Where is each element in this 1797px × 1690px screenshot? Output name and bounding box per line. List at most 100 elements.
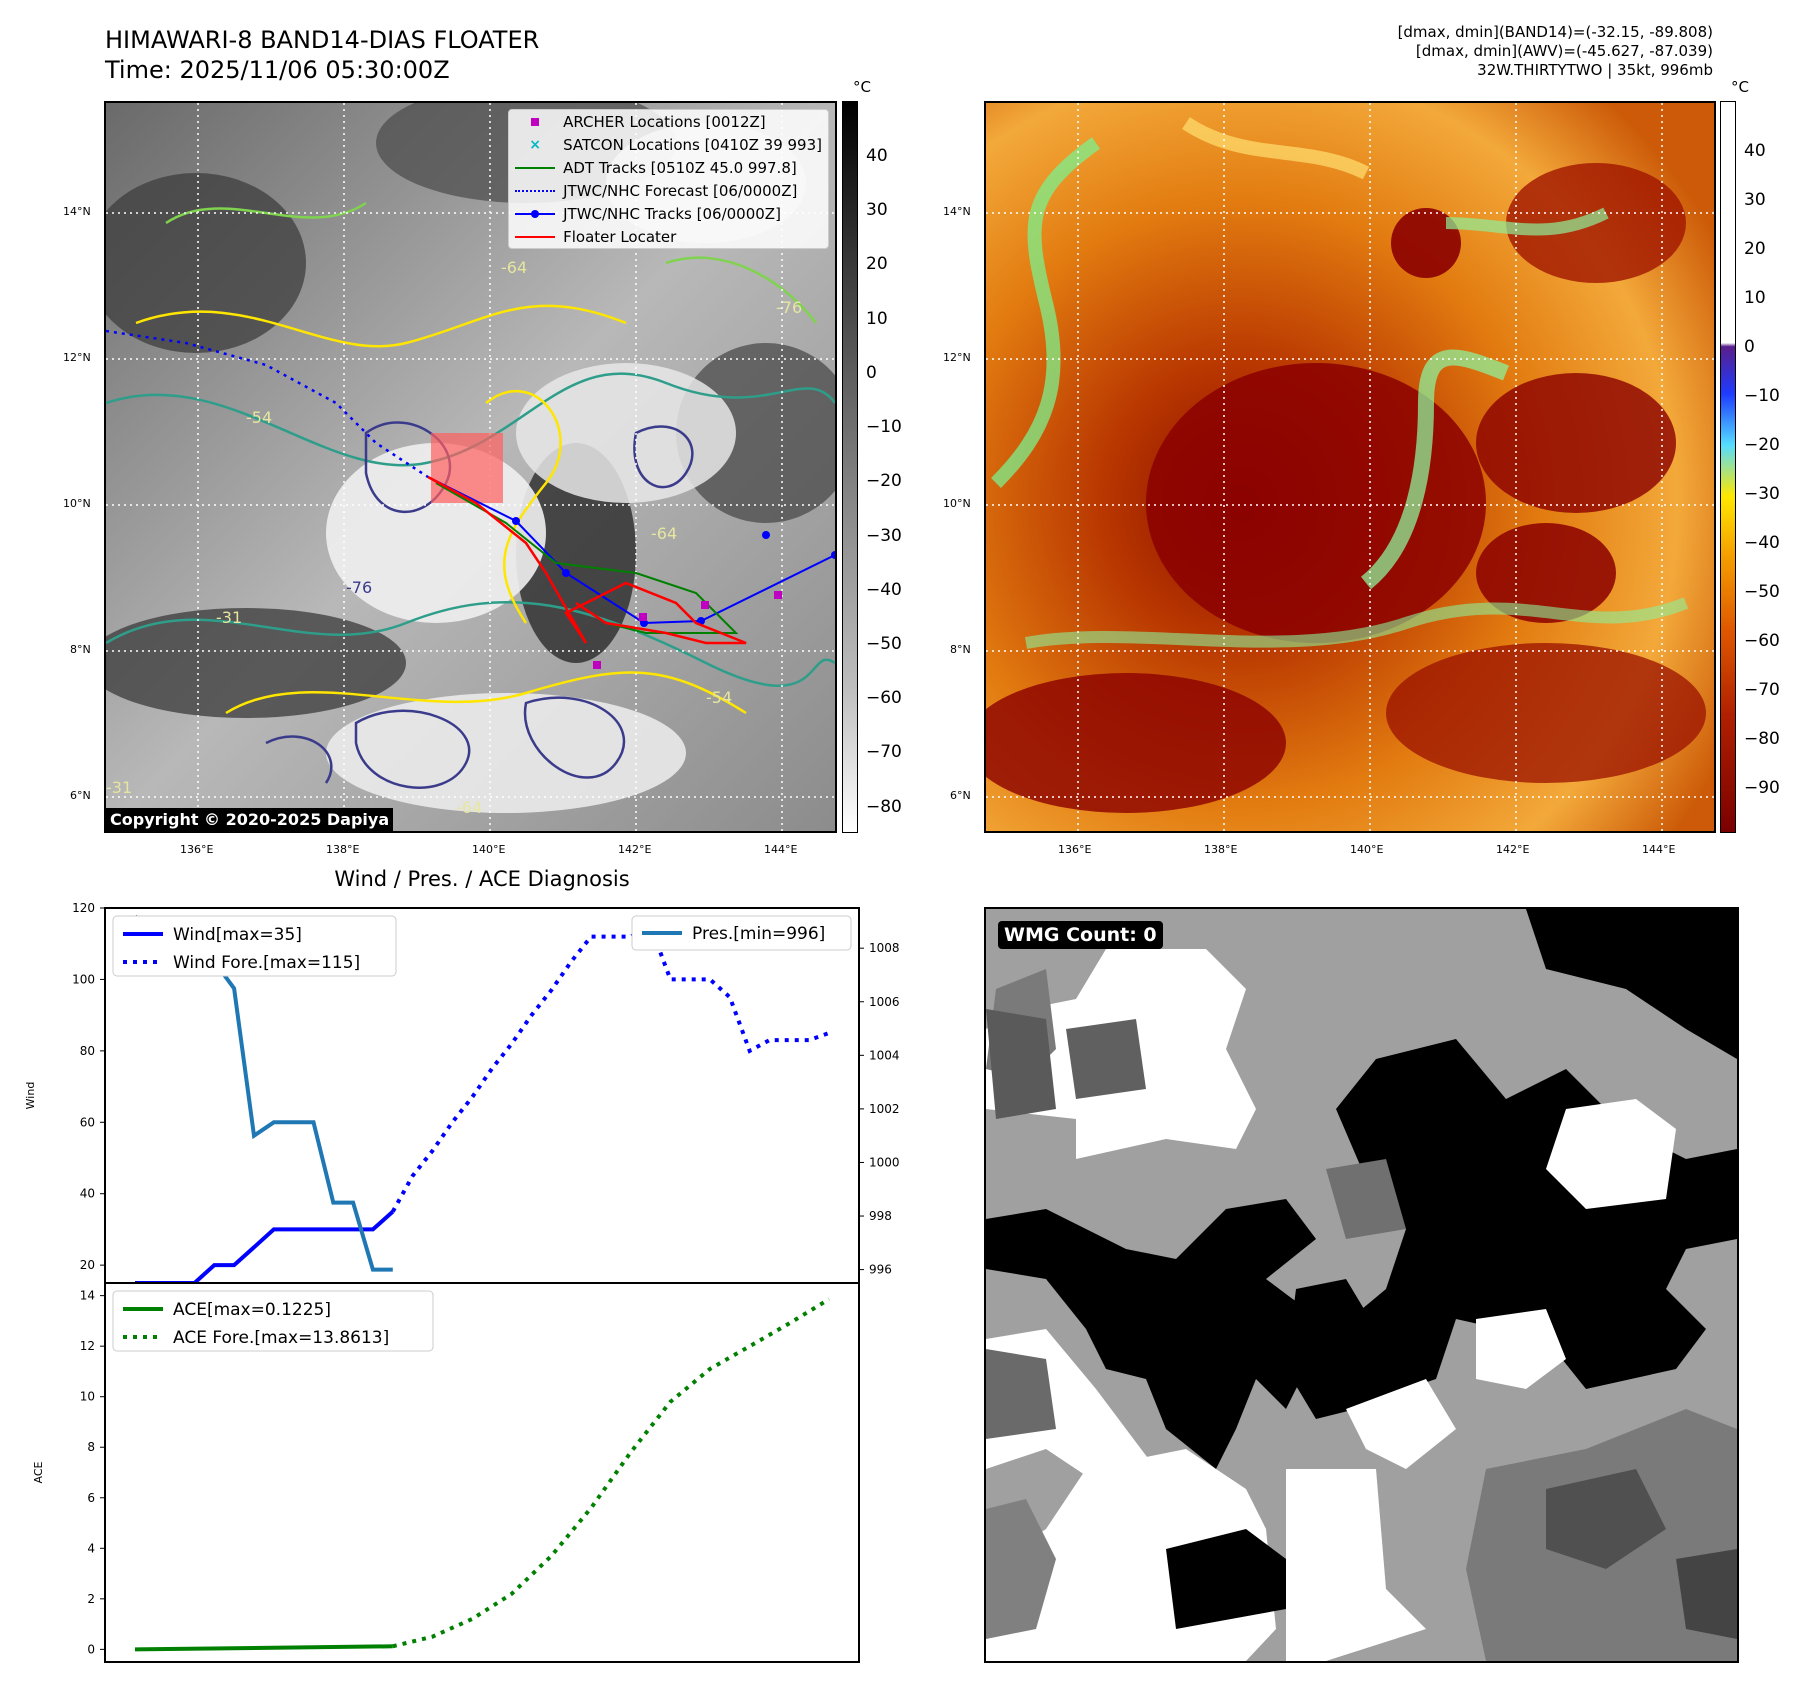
lat-label: 12°N	[63, 351, 91, 364]
legend-label: ADT Tracks [0510Z 45.0 997.8]	[563, 158, 797, 177]
cbar-tick: 20	[1744, 239, 1766, 259]
y-tick-label: 40	[80, 1187, 95, 1201]
cbar-tick: −70	[1744, 680, 1780, 700]
contour-label: -64	[501, 258, 527, 277]
awv-map-panel	[984, 101, 1716, 833]
cbar-tick: −90	[1744, 778, 1780, 798]
legend-box	[631, 915, 852, 951]
floater-box	[431, 433, 503, 503]
y-tick-label: 2	[87, 1592, 95, 1606]
ace-legend: ACE[max=0.1225] ACE Fore.[max=13.8613]	[112, 1290, 434, 1352]
cbar-tick: −30	[866, 526, 902, 546]
jtwc-track	[427, 476, 835, 625]
awv-colorbar	[1720, 101, 1736, 833]
lat-label: 14°N	[63, 205, 91, 218]
cbar-tick: −20	[866, 471, 902, 491]
y2-tick-label: 1004	[869, 1048, 900, 1062]
legend-label: JTWC/NHC Tracks [06/0000Z]	[563, 204, 781, 223]
wmg-image	[986, 909, 1737, 1661]
line-icon	[515, 230, 556, 244]
legend-label: Wind[max=35]	[173, 925, 302, 945]
contour-label: -31	[216, 608, 242, 627]
info-awv: [dmax, dmin](AWV)=(-45.627, -87.039)	[1415, 42, 1713, 60]
y-axis-label: ACE	[32, 1461, 45, 1483]
series-line	[392, 1297, 831, 1649]
ir-map-panel: -64 -76 -54 -64 -76 -31 -54 -64 -31 ARCH…	[104, 101, 837, 833]
legend-label: Wind Fore.[max=115]	[173, 953, 360, 973]
lon-label: 136°E	[180, 843, 214, 856]
contour-label: -76	[776, 298, 802, 317]
y2-tick-label: 1002	[869, 1102, 900, 1116]
legend-item: ARCHER Locations [0012Z]	[509, 110, 828, 133]
contour-label: -31	[106, 778, 132, 797]
dotted-line-icon	[515, 184, 556, 198]
y2-tick-label: 1006	[869, 995, 900, 1009]
lon-label: 140°E	[472, 843, 506, 856]
lat-label: 10°N	[63, 497, 91, 510]
legend-box	[112, 1290, 434, 1352]
cbar-tick: 10	[866, 309, 888, 329]
awv-colorbar-unit: °C	[1731, 78, 1749, 96]
diagnosis-title: Wind / Pres. / ACE Diagnosis	[334, 867, 629, 891]
lon-label: 144°E	[764, 843, 798, 856]
cbar-tick: 20	[866, 254, 888, 274]
lon-label: 138°E	[1204, 843, 1238, 856]
y-tick-label: 6	[87, 1491, 95, 1505]
archer-markers	[593, 591, 782, 669]
wind-pressure-chart: 120 100 80 60 40 20 1008 1006 1004 1002 1000 998 996…	[24, 901, 900, 1285]
y-tick-label: 80	[80, 1044, 95, 1058]
chart-title: HIMAWARI-8 BAND14-DIAS FLOATER	[105, 26, 540, 54]
legend-label: ACE[max=0.1225]	[173, 1300, 331, 1320]
cbar-tick: 40	[866, 146, 888, 166]
legend-item: JTWC/NHC Forecast [06/0000Z]	[509, 179, 828, 202]
legend-item: Floater Locater	[509, 225, 828, 248]
contour-label: -64	[456, 798, 482, 817]
cbar-tick: 40	[1744, 141, 1766, 161]
legend-label: Pres.[min=996]	[692, 924, 825, 944]
y-tick-label: 10	[80, 1390, 95, 1404]
legend-item: × SATCON Locations [0410Z 39 993]	[509, 133, 828, 156]
cbar-tick: −80	[1744, 729, 1780, 749]
cbar-tick: 0	[866, 363, 877, 383]
copyright-badge: Copyright © 2020-2025 Dapiya	[106, 808, 394, 831]
y-tick-label: 60	[80, 1115, 95, 1129]
y-tick-label: 4	[87, 1541, 95, 1555]
legend-label: JTWC/NHC Forecast [06/0000Z]	[563, 181, 798, 200]
line-icon	[515, 161, 556, 175]
cbar-tick: −60	[866, 688, 902, 708]
info-band14: [dmax, dmin](BAND14)=(-32.15, -89.808)	[1397, 23, 1713, 41]
ir-contour-labels: -64 -76 -54 -64 -76 -31 -54 -64 -31	[106, 258, 802, 817]
contour-label: -54	[706, 688, 732, 707]
ace-chart: 14 12 10 8 6 4 2 0 ACE ACE[max=0.1225] ACE Fore.[m…	[32, 1282, 860, 1663]
cbar-tick: 30	[866, 200, 888, 220]
lat-label: 8°N	[950, 643, 971, 656]
series-line	[134, 1644, 393, 1652]
ir-colorbar	[842, 101, 858, 833]
y-tick-label: 20	[80, 1258, 95, 1272]
legend-label: Floater Locater	[563, 227, 677, 246]
legend-label: ARCHER Locations [0012Z]	[563, 112, 766, 131]
cbar-tick: −50	[1744, 582, 1780, 602]
info-storm: 32W.THIRTYTWO | 35kt, 996mb	[1477, 61, 1713, 79]
wmg-count-badge: WMG Count: 0	[998, 921, 1163, 949]
y2-tick-label: 998	[869, 1209, 892, 1223]
cbar-tick: −70	[866, 742, 902, 762]
contour-label: -76	[346, 578, 372, 597]
legend-box	[112, 915, 397, 977]
lon-label: 142°E	[618, 843, 652, 856]
x-marker-icon: ×	[529, 136, 541, 153]
contour-label: -64	[651, 524, 677, 543]
info-text: [dmax, dmin](BAND14)=(-32.15, -89.808) […	[1398, 23, 1713, 80]
ir-colorbar-unit: °C	[853, 78, 871, 96]
y-tick-label: 100	[72, 972, 95, 986]
cbar-tick: 10	[1744, 288, 1766, 308]
y-tick-label: 12	[80, 1339, 95, 1353]
lat-label: 10°N	[943, 497, 971, 510]
lat-label: 8°N	[70, 643, 91, 656]
wmg-panel: WMG Count: 0	[984, 907, 1739, 1663]
cbar-tick: −20	[1744, 435, 1780, 455]
y-tick-label: 120	[72, 901, 95, 915]
chart-time: Time: 2025/11/06 05:30:00Z	[105, 56, 450, 84]
y-axis-label: Wind	[24, 1082, 37, 1110]
lon-label: 142°E	[1496, 843, 1530, 856]
